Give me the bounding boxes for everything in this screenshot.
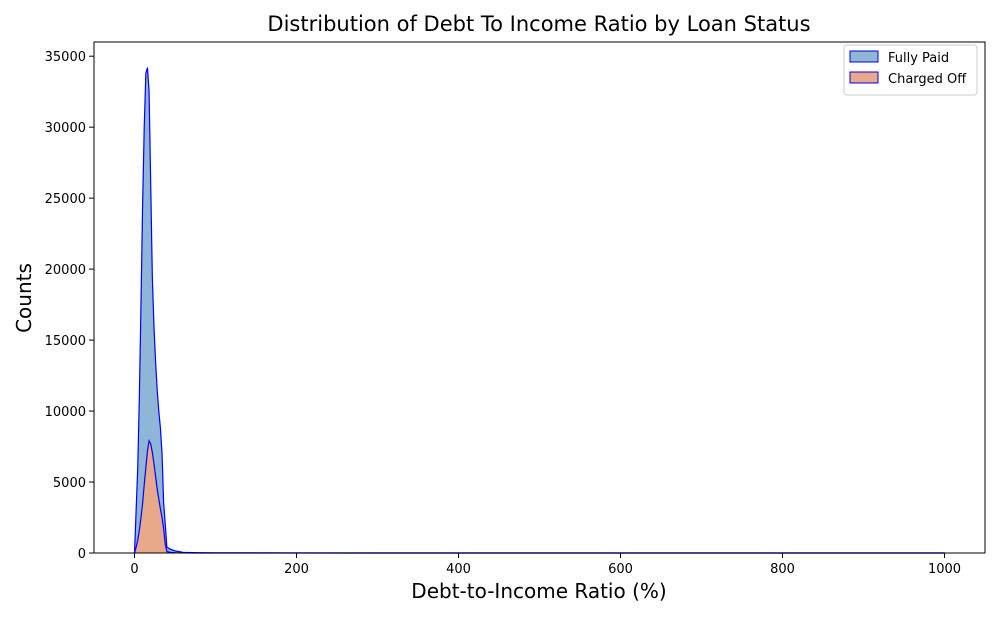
y-tick-label: 20000 [45, 263, 86, 278]
series-area-fully-paid [134, 67, 945, 554]
y-tick-label: 15000 [45, 334, 86, 349]
plot-frame [93, 41, 986, 554]
axes: 0 200 400 600 800 100005000100001500020000250… [45, 41, 986, 577]
y-tick-label: 25000 [45, 192, 86, 207]
legend-swatch-charged-off [849, 71, 879, 84]
x-tick-label: 400 [446, 562, 471, 577]
x-tick-label: 800 [770, 562, 795, 577]
x-tick-label: 1000 [928, 562, 961, 577]
y-tick-label: 10000 [45, 405, 86, 420]
series-area-charged-off [134, 440, 945, 553]
x-tick-label: 0 [130, 562, 138, 577]
series-line-charged-off [133, 439, 945, 554]
series-line-fully-paid [133, 67, 945, 554]
y-tick-label: 35000 [45, 50, 86, 65]
legend-label-charged-off: Charged Off [888, 72, 967, 87]
x-tick-label: 200 [284, 562, 309, 577]
chart-title: Distribution of Debt To Income Ratio by … [267, 12, 810, 36]
legend: Fully Paid Charged Off [843, 44, 978, 96]
x-axis-title: Debt-to-Income Ratio (%) [411, 579, 666, 603]
x-tick-label: 600 [608, 562, 633, 577]
legend-swatch-fully-paid [849, 50, 879, 63]
y-tick-label: 30000 [45, 121, 86, 136]
y-tick-label: 0 [78, 547, 86, 562]
plot-area [133, 67, 945, 554]
y-tick-label: 5000 [53, 476, 86, 491]
y-axis-title: Counts [12, 263, 36, 333]
legend-label-fully-paid: Fully Paid [888, 51, 949, 66]
